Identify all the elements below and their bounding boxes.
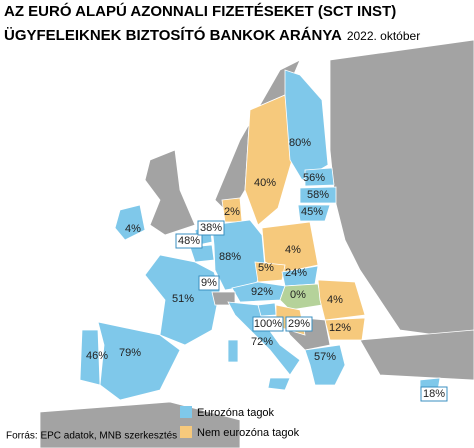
country-label: 56% xyxy=(303,172,325,184)
legend-swatch xyxy=(180,426,192,438)
country-label: 4% xyxy=(125,223,141,235)
boxes xyxy=(175,220,448,402)
sicily xyxy=(267,377,291,391)
country-label: 80% xyxy=(289,137,311,149)
label-box xyxy=(420,386,448,402)
italy xyxy=(227,301,301,376)
legend-swatch xyxy=(180,406,192,418)
country-label: 18% xyxy=(423,388,445,400)
country-label: 4% xyxy=(285,244,301,256)
country-label: 0% xyxy=(290,289,306,301)
label-box xyxy=(175,233,203,249)
country-label: 88% xyxy=(219,251,241,263)
title-line-1: AZ EURÓ ALAPÚ AZONNALI FIZETÉSEKET (SCT … xyxy=(4,2,396,20)
legend-label: Eurozóna tagok xyxy=(197,407,275,419)
sardinia xyxy=(227,339,239,363)
portugal xyxy=(79,329,101,386)
label-box xyxy=(285,316,313,332)
country-label: 40% xyxy=(254,177,276,189)
romania xyxy=(317,279,366,321)
uk xyxy=(144,149,196,236)
labels: 80% 40% 56% 58% 45% 2% 4% 48%38% 9% 88% 4% 5% 24% 92%… xyxy=(86,137,445,400)
sweden xyxy=(244,94,293,226)
title-line-2: ÜGYFELEIKNEK BIZTOSÍTÓ BANKOK ARÁNYA 2022… xyxy=(4,26,420,44)
country-label: 9% xyxy=(201,277,217,289)
greece xyxy=(304,344,346,386)
label-box xyxy=(252,316,284,332)
land xyxy=(39,39,474,448)
belgium xyxy=(189,244,215,263)
legend-label: Nem eurozóna tagok xyxy=(197,427,300,439)
country-label: 51% xyxy=(172,293,194,305)
bulgaria xyxy=(324,317,366,341)
country-label: 79% xyxy=(119,347,141,359)
country-label: 46% xyxy=(86,350,108,362)
source: Forrás: EPC adatok, MNB szerkesztés xyxy=(6,431,177,442)
title-text: ÜGYFELEIKNEK BIZTOSÍTÓ BANKOK ARÁNYA xyxy=(4,26,342,44)
country-label: 24% xyxy=(285,267,307,279)
country-label: 57% xyxy=(314,351,336,363)
czechia xyxy=(254,261,286,283)
spain xyxy=(97,321,181,401)
label-box xyxy=(198,275,220,291)
country-label: 48% xyxy=(178,235,200,247)
country-label: 100% xyxy=(254,318,282,330)
country-label: 12% xyxy=(329,322,351,334)
latvia xyxy=(299,186,337,204)
country-label: 2% xyxy=(224,206,240,218)
country-label: 45% xyxy=(301,206,323,218)
estonia xyxy=(304,167,335,187)
finland xyxy=(284,69,329,181)
country-label: 29% xyxy=(288,318,310,330)
title-date: 2022. október xyxy=(347,29,420,43)
country-label: 92% xyxy=(251,286,273,298)
lithuania xyxy=(297,204,331,222)
country-label: 38% xyxy=(200,222,222,234)
country-label: 4% xyxy=(327,294,343,306)
country-label: 5% xyxy=(258,262,274,274)
hungary xyxy=(279,283,323,311)
ireland xyxy=(114,204,146,241)
country-label: 72% xyxy=(251,336,273,348)
turkey xyxy=(359,329,474,381)
label-box xyxy=(197,220,225,236)
country-label: 58% xyxy=(307,189,329,201)
